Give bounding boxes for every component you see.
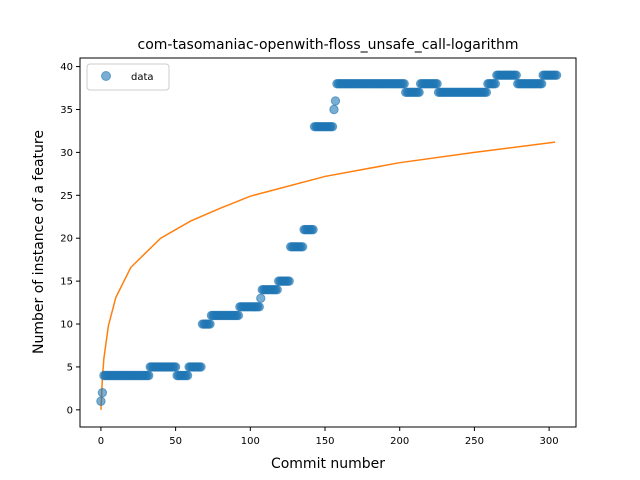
legend-box [86, 63, 170, 91]
data-point [536, 79, 547, 89]
y-tick-label: 20 [60, 234, 73, 245]
data-point [272, 285, 282, 295]
x-tick-label: 0 [98, 436, 104, 447]
y-tick-label: 35 [60, 105, 73, 116]
data-point [297, 242, 308, 252]
x-tick-label: 150 [315, 436, 334, 447]
x-axis-title: Commit number [271, 456, 385, 472]
data-point [327, 121, 338, 132]
y-tick-label: 0 [67, 405, 73, 416]
data-point [308, 224, 318, 235]
y-tick-label: 15 [60, 277, 73, 288]
y-tick-label: 10 [60, 320, 73, 331]
legend-label: data [131, 72, 154, 83]
data-point [182, 370, 193, 381]
y-tick-label: 40 [60, 62, 73, 73]
data-point [96, 396, 106, 406]
data-point [196, 362, 206, 372]
legend: data [86, 63, 170, 91]
data-point [330, 96, 341, 106]
x-tick-label: 100 [241, 436, 260, 447]
data-point [329, 104, 339, 115]
data-point [256, 293, 266, 303]
data-point [511, 70, 521, 80]
data-point [481, 87, 492, 98]
data-point [205, 319, 215, 329]
data-points-layer [96, 70, 562, 406]
data-point [490, 79, 501, 89]
fit-curve-layer [100, 141, 556, 410]
fit-curve-line [100, 141, 556, 410]
chart-title: com-tasomaniac-openwith-floss_unsafe_cal… [138, 37, 519, 53]
data-point [233, 310, 244, 321]
x-tick-label: 250 [465, 436, 484, 447]
legend-marker [101, 71, 111, 81]
y-tick-label: 5 [67, 362, 73, 373]
data-point [170, 362, 181, 372]
data-point [144, 370, 154, 381]
plot-frame [79, 57, 577, 428]
y-axis-ticks: 0 5 10 15 20 25 30 35 40 [60, 62, 80, 416]
x-tick-label: 300 [540, 436, 559, 447]
y-tick-label: 25 [60, 191, 73, 202]
x-tick-label: 200 [390, 436, 409, 447]
data-point [254, 302, 264, 312]
y-axis-title: Number of instance of a feature [31, 130, 47, 354]
data-point [432, 79, 442, 89]
x-tick-label: 50 [169, 436, 182, 447]
data-point [551, 70, 562, 80]
data-point [414, 87, 424, 98]
y-tick-label: 30 [60, 148, 73, 159]
data-point [284, 276, 294, 286]
data-point [97, 387, 108, 398]
x-axis-ticks: 0 50 100 150 200 250 300 [98, 427, 559, 447]
data-point [399, 79, 409, 89]
